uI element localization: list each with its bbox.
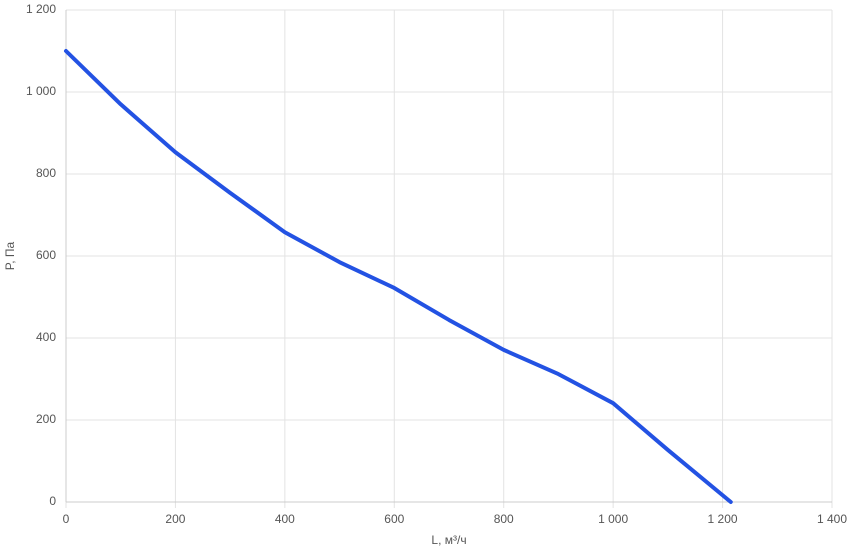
y-tick-label: 800 bbox=[36, 166, 56, 180]
x-tick-label: 1 200 bbox=[708, 512, 738, 526]
x-tick-label: 0 bbox=[63, 512, 70, 526]
x-tick-label: 400 bbox=[275, 512, 295, 526]
y-tick-label: 1 000 bbox=[26, 84, 56, 98]
x-tick-label: 200 bbox=[165, 512, 185, 526]
x-tick-label: 1 000 bbox=[598, 512, 628, 526]
x-axis-title: L, м³/ч bbox=[431, 533, 466, 547]
y-tick-label: 0 bbox=[49, 494, 56, 508]
y-tick-label: 1 200 bbox=[26, 2, 56, 16]
y-tick-label: 600 bbox=[36, 248, 56, 262]
y-axis-title: P, Па bbox=[3, 241, 17, 270]
x-tick-label: 800 bbox=[494, 512, 514, 526]
data-line bbox=[64, 49, 733, 504]
y-tick-label: 400 bbox=[36, 330, 56, 344]
y-tick-label: 200 bbox=[36, 412, 56, 426]
x-tick-label: 1 400 bbox=[817, 512, 847, 526]
x-tick-label: 600 bbox=[384, 512, 404, 526]
